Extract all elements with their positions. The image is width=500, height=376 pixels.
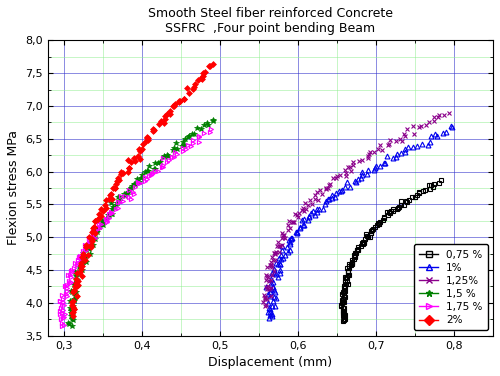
- Legend: 0,75 %, 1%, 1,25%, 1,5 %, 1,75 %, 2%: 0,75 %, 1%, 1,25%, 1,5 %, 1,75 %, 2%: [414, 244, 488, 331]
- Title: Smooth Steel fiber reinforced Concrete
SSFRC  ,Four point bending Beam: Smooth Steel fiber reinforced Concrete S…: [148, 7, 393, 35]
- X-axis label: Displacement (mm): Displacement (mm): [208, 356, 332, 369]
- Y-axis label: Flexion stress MPa: Flexion stress MPa: [7, 130, 20, 246]
